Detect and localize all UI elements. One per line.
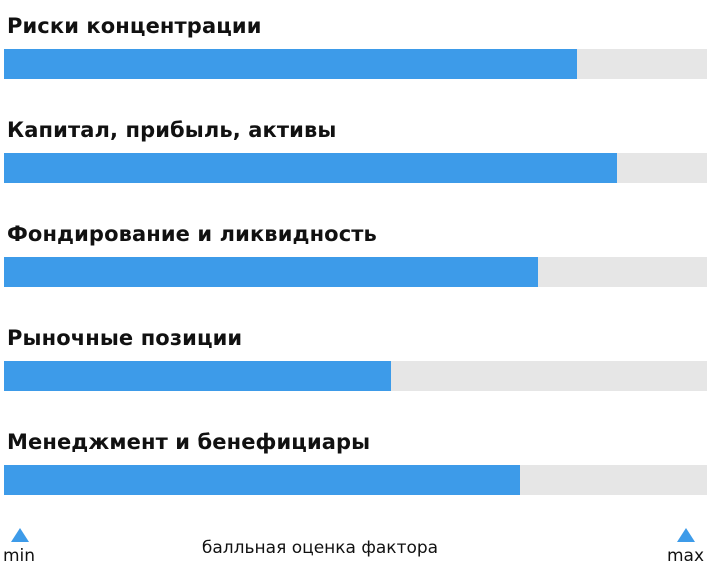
factor-title: Менеджмент и бенефициары [7, 430, 371, 454]
factor-title: Фондирование и ликвидность [7, 222, 377, 246]
factor-bar-track [4, 49, 707, 79]
min-marker-icon [11, 528, 29, 542]
factor-bar-track [4, 361, 707, 391]
factor-bar-track [4, 257, 707, 287]
factor-bar-track [4, 153, 707, 183]
factor-title: Капитал, прибыль, активы [7, 118, 337, 142]
scale-max-label: max [667, 546, 705, 566]
axis-caption: балльная оценка фактора [201, 538, 439, 558]
factor-bar [4, 257, 538, 287]
factor-title: Риски концентрации [7, 14, 262, 38]
factor-bar [4, 153, 617, 183]
score-scale: min балльная оценка фактора max [0, 526, 707, 576]
factor-title: Рыночные позиции [7, 326, 243, 350]
factor-bar [4, 361, 391, 391]
scale-min-label: min [3, 546, 36, 566]
max-marker-icon [677, 528, 695, 542]
factor-bar-track [4, 465, 707, 495]
factor-bar [4, 465, 520, 495]
factor-bar [4, 49, 577, 79]
